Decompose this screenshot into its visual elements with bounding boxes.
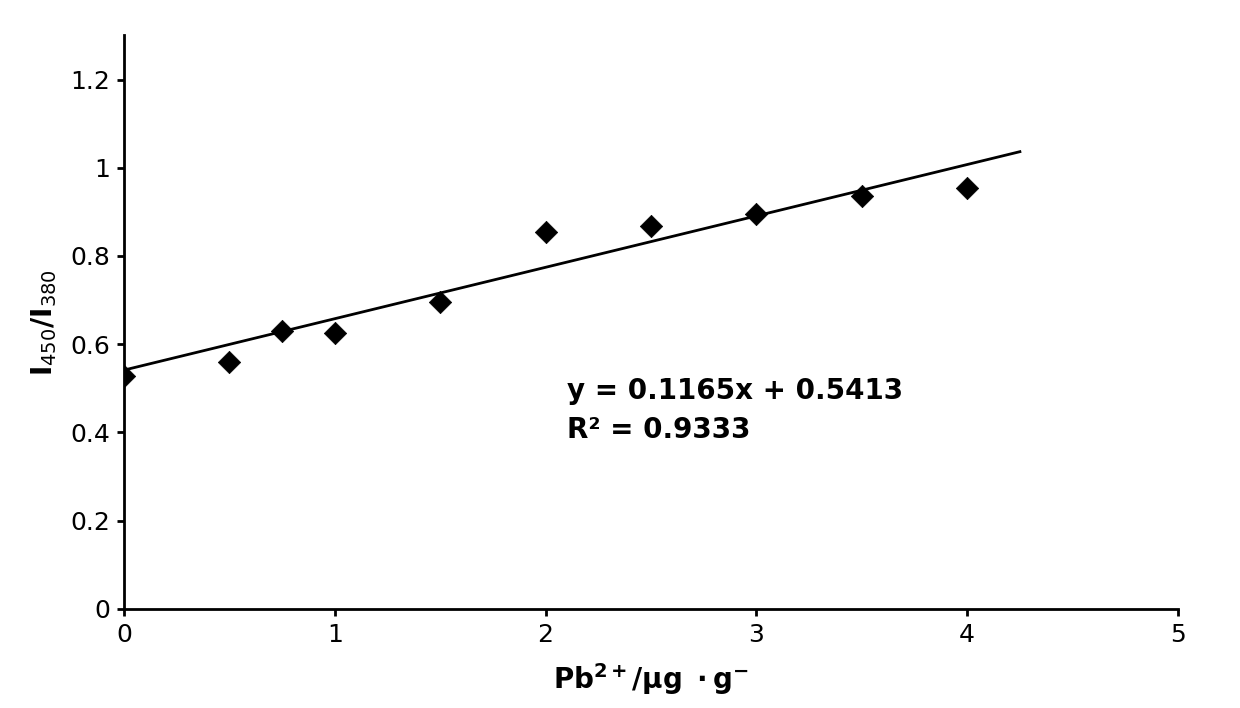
Point [746,208,766,219]
Point [114,370,134,382]
Point [219,356,239,367]
Point [852,190,872,202]
Point [430,297,450,308]
Y-axis label: I$_{450}$/I$_{380}$: I$_{450}$/I$_{380}$ [30,269,60,375]
Point [641,220,661,232]
X-axis label: $\mathbf{Pb^{2+}/\mu g\ \cdot g^{-}}$: $\mathbf{Pb^{2+}/\mu g\ \cdot g^{-}}$ [553,661,749,697]
Point [325,328,345,339]
Point [536,226,556,237]
Text: y = 0.1165x + 0.5413
R² = 0.9333: y = 0.1165x + 0.5413 R² = 0.9333 [567,377,903,444]
Point [273,325,293,336]
Point [957,182,977,193]
